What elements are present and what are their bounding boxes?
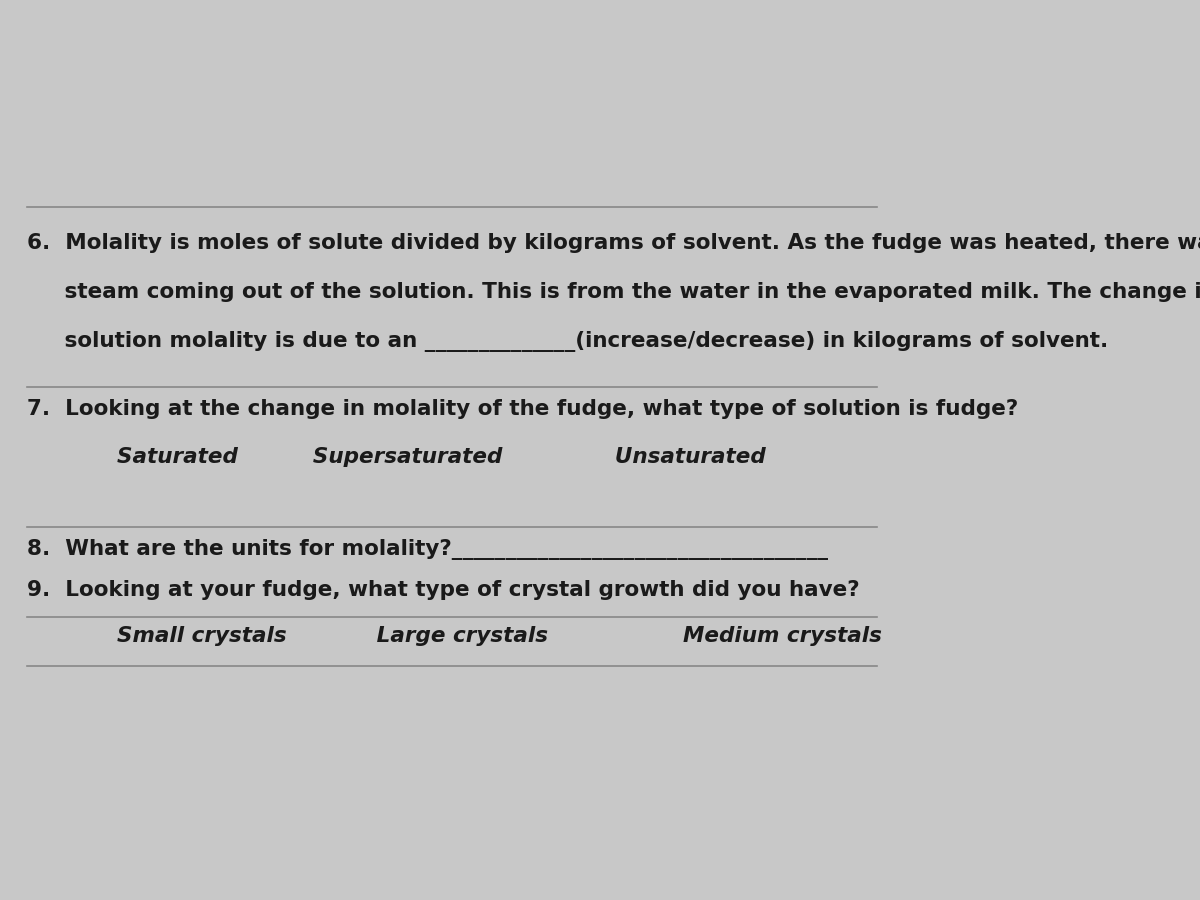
- Text: 9.  Looking at your fudge, what type of crystal growth did you have?: 9. Looking at your fudge, what type of c…: [28, 580, 859, 599]
- Text: 7.  Looking at the change in molality of the fudge, what type of solution is fud: 7. Looking at the change in molality of …: [28, 400, 1019, 419]
- Text: Saturated          Supersaturated               Unsaturated: Saturated Supersaturated Unsaturated: [28, 447, 766, 467]
- Text: 8.  What are the units for molality?___________________________________: 8. What are the units for molality?_____…: [28, 538, 828, 560]
- Text: solution molality is due to an ______________(increase/decrease) in kilograms of: solution molality is due to an _________…: [28, 331, 1109, 353]
- Text: 6.  Molality is moles of solute divided by kilograms of solvent. As the fudge wa: 6. Molality is moles of solute divided b…: [28, 233, 1200, 253]
- Text: steam coming out of the solution. This is from the water in the evaporated milk.: steam coming out of the solution. This i…: [28, 283, 1200, 302]
- Text: Small crystals            Large crystals                  Medium crystals: Small crystals Large crystals Medium cry…: [28, 626, 882, 646]
